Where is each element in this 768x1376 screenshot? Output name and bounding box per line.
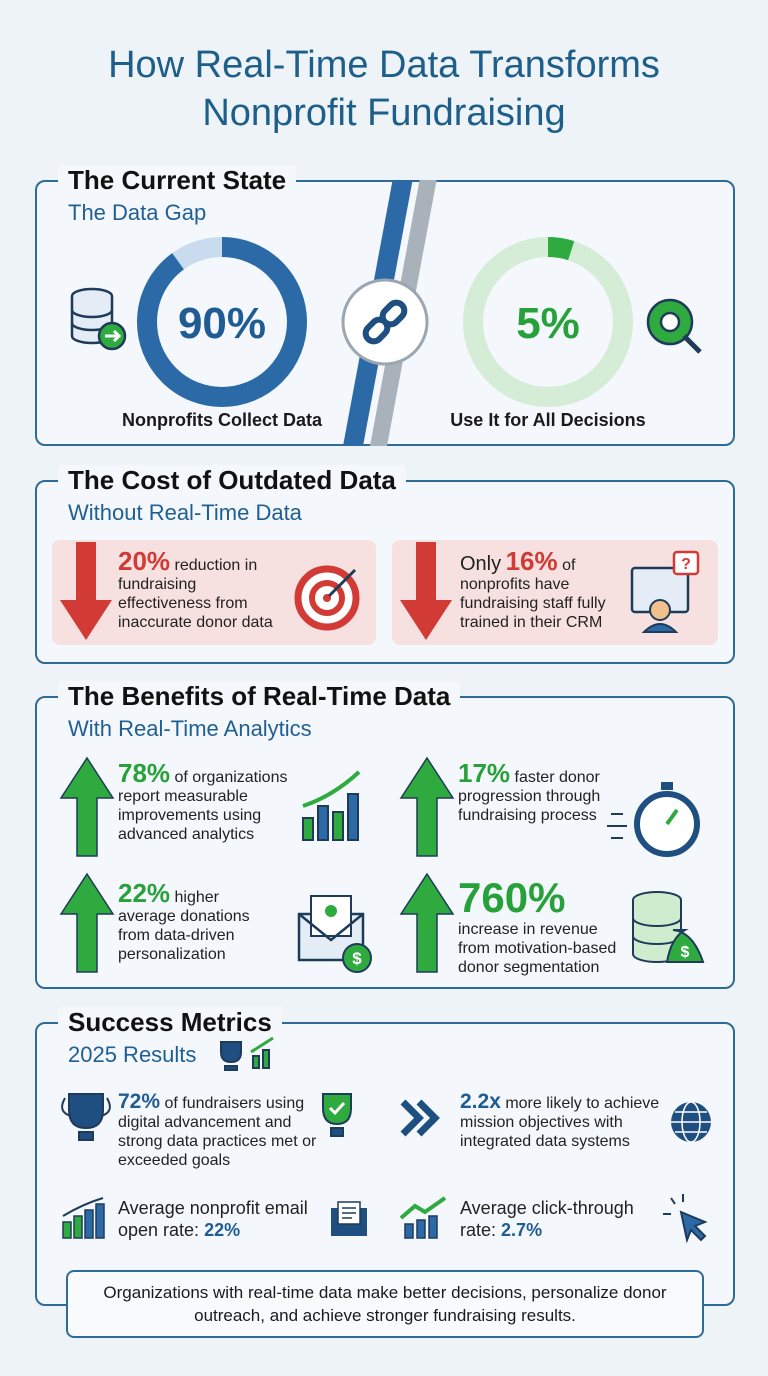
svg-text:$: $: [352, 949, 362, 968]
stat-highlight: 17%: [458, 758, 511, 788]
stat-highlight: 20%: [118, 546, 171, 576]
stat-text: 2.2x more likely to achieve mission obje…: [460, 1090, 672, 1151]
stat-body: higher average donations from data-drive…: [118, 889, 250, 963]
section-subheading: With Real-Time Analytics: [68, 716, 312, 741]
stat-caption: Nonprofits Collect Data: [121, 410, 322, 430]
stat-body: faster donor progression through fundrai…: [458, 769, 601, 824]
bar-chart-icon: [302, 770, 361, 841]
stat-highlight: 72%: [118, 1090, 161, 1113]
stat-text: Average click-through rate: 2.7%: [460, 1197, 660, 1241]
icon-layer: [61, 1036, 711, 1244]
database-icon: [70, 287, 127, 351]
stat-body: of fundraisers using digital advancement…: [118, 1095, 317, 1169]
staff-icon: ?: [630, 550, 700, 633]
envelope-icon: $: [297, 895, 372, 973]
stopwatch-icon: [607, 782, 700, 857]
title-line: How Real-Time Data Transforms: [108, 44, 660, 86]
stat-body: more likely to achieve mission objective…: [460, 1095, 660, 1150]
target-icon: [294, 565, 360, 631]
section-subheading: 2025 Results: [68, 1042, 197, 1067]
trophy-icon: [322, 1093, 352, 1137]
stat-highlight: 22%: [204, 1220, 241, 1240]
section-heading: Success Metrics: [58, 1007, 282, 1037]
donut-arc: [463, 237, 633, 407]
link-icon: [362, 299, 408, 345]
mail-icon: [331, 1201, 367, 1236]
section-heading: The Benefits of Real-Time Data: [58, 681, 461, 711]
section-subheading: The Data Gap: [68, 200, 207, 225]
stat-body: Average nonprofit email open rate:: [118, 1198, 308, 1240]
trophy-chart-icons: [220, 1036, 274, 1071]
globe-icon: [671, 1101, 711, 1143]
down-arrow: [60, 542, 112, 640]
stat-text: 78% of organizations report measurable i…: [118, 760, 303, 844]
footer-note: Organizations with real-time data make b…: [66, 1270, 704, 1338]
stat-text: 17% faster donor progression through fun…: [458, 760, 618, 825]
donut-label: 90%: [178, 299, 266, 348]
svg-text:?: ?: [681, 556, 691, 573]
stat-text: Only 16% of nonprofits have fundraising …: [460, 548, 625, 632]
icon-layer: $ $: [59, 756, 705, 973]
stat-text: Average nonprofit email open rate: 22%: [118, 1197, 333, 1241]
stat-text: 72% of fundraisers using digital advance…: [118, 1090, 328, 1170]
database-money-icon: $: [632, 891, 705, 963]
donut-area: 90% 5%: [70, 180, 702, 446]
stat-highlight: 2.7%: [501, 1220, 543, 1240]
stat-body: Average click-through rate:: [460, 1198, 634, 1240]
trophy-icon: [61, 1093, 111, 1141]
section-subheading: Without Real-Time Data: [68, 500, 302, 525]
stat-text: 20% reduction in fundraising effectivene…: [118, 548, 288, 632]
stat-highlight: 760%: [458, 874, 566, 921]
svg-text:$: $: [681, 944, 690, 961]
section-heading: The Cost of Outdated Data: [58, 465, 406, 495]
stat-highlight: 2.2x: [460, 1090, 501, 1113]
stat-caption: Use It for All Decisions: [450, 410, 646, 430]
stat-highlight: 22%: [118, 878, 171, 908]
donut-label: 5%: [516, 299, 580, 348]
stat-prefix: Only: [460, 553, 502, 575]
section-box: [35, 696, 735, 989]
stat-body: of organizations report measurable impro…: [118, 769, 288, 843]
stat-text: 760% increase in revenue from motivation-…: [458, 876, 633, 977]
cursor-icon: [663, 1194, 708, 1244]
title-line: Nonprofit Fundraising: [202, 92, 566, 134]
chevron-icon: [400, 1099, 440, 1137]
donut-arc: [137, 237, 307, 407]
stat-text: 22% higher average donations from data-d…: [118, 880, 278, 964]
icon-layer: ?: [60, 542, 700, 640]
down-arrow: [400, 542, 452, 640]
stat-highlight: 16%: [505, 546, 558, 576]
section-box: [35, 1022, 735, 1306]
gear-icon: [646, 298, 702, 354]
chart-icon: [62, 1197, 105, 1239]
stat-body: of nonprofits have fundraising staff ful…: [460, 557, 606, 631]
up-arrows: [59, 756, 455, 973]
stat-highlight: 78%: [118, 758, 171, 788]
stat-body: increase in revenue from motivation-base…: [458, 921, 617, 976]
stat-body: reduction in fundraising effectiveness f…: [118, 557, 273, 631]
section-heading: The Current State: [58, 165, 297, 195]
growth-icon: [399, 1196, 447, 1239]
